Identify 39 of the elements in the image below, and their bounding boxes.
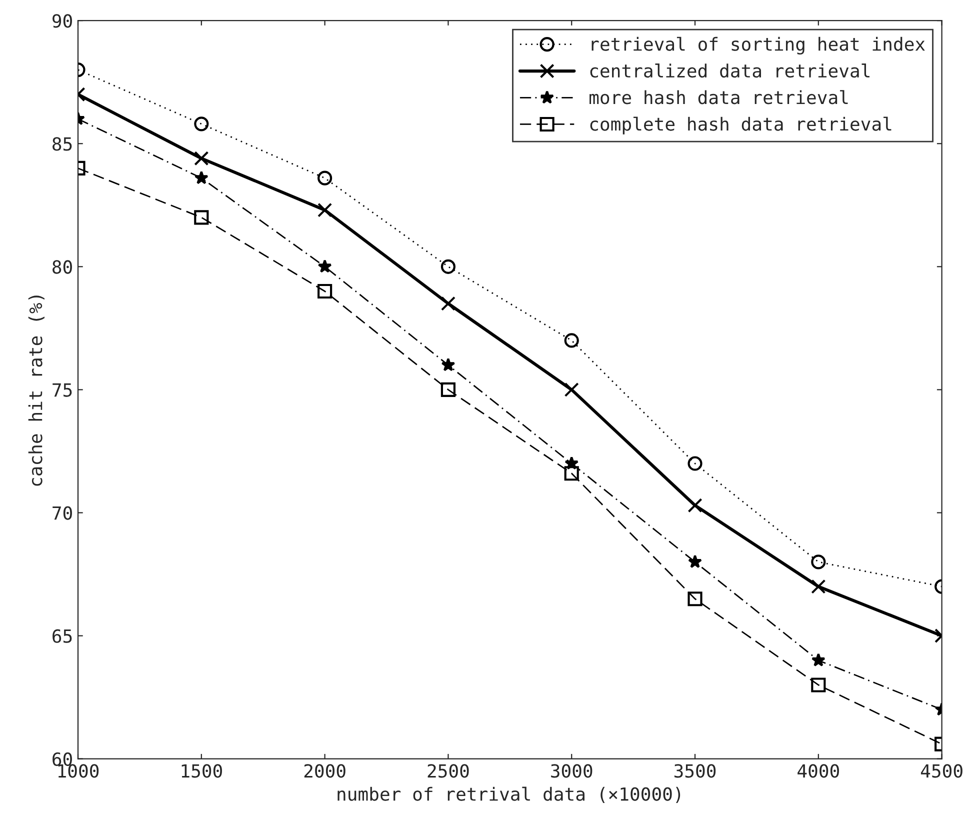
y-tick-label: 75 xyxy=(52,383,72,397)
point xyxy=(688,592,702,606)
point xyxy=(318,284,332,299)
x-tick-label: 2500 xyxy=(428,764,469,778)
legend-label: more hash data retrieval xyxy=(590,90,848,104)
point xyxy=(318,259,332,273)
x-tick-label: 1000 xyxy=(58,764,99,778)
point xyxy=(441,358,456,372)
point xyxy=(440,259,456,274)
point xyxy=(811,554,826,570)
y-tick-label: 80 xyxy=(52,260,72,274)
y-tick-label: 85 xyxy=(52,137,72,151)
point xyxy=(811,678,826,692)
point xyxy=(318,170,332,186)
point xyxy=(194,116,209,132)
x-tick-label: 1500 xyxy=(182,764,222,778)
y-tick-label: 65 xyxy=(52,629,72,643)
y-tick-label: 90 xyxy=(52,14,72,28)
point xyxy=(440,382,456,397)
x-tick-label: 3000 xyxy=(551,764,592,778)
point xyxy=(564,333,579,348)
x-tick-label: 2000 xyxy=(304,764,346,778)
x-tick-label: 4500 xyxy=(920,764,962,778)
x-tick-label: 3500 xyxy=(674,764,716,778)
point xyxy=(564,466,579,481)
x-axis-title: number of retrival data (×10000) xyxy=(338,786,680,803)
point xyxy=(194,170,208,184)
y-tick-label: 70 xyxy=(52,506,72,520)
point xyxy=(194,210,209,225)
y-tick-label: 60 xyxy=(52,752,72,766)
point xyxy=(688,456,702,471)
point xyxy=(688,554,702,568)
legend-label: complete hash data retrieval xyxy=(590,116,892,134)
legend-label: retrieval of sorting heat index xyxy=(592,36,925,55)
point xyxy=(194,151,209,166)
x-tick-label: 4000 xyxy=(798,764,839,778)
legend-label: centralized data retrieval xyxy=(590,64,870,78)
point xyxy=(811,653,826,666)
y-axis-title: cache hit rate (%) xyxy=(28,296,44,486)
